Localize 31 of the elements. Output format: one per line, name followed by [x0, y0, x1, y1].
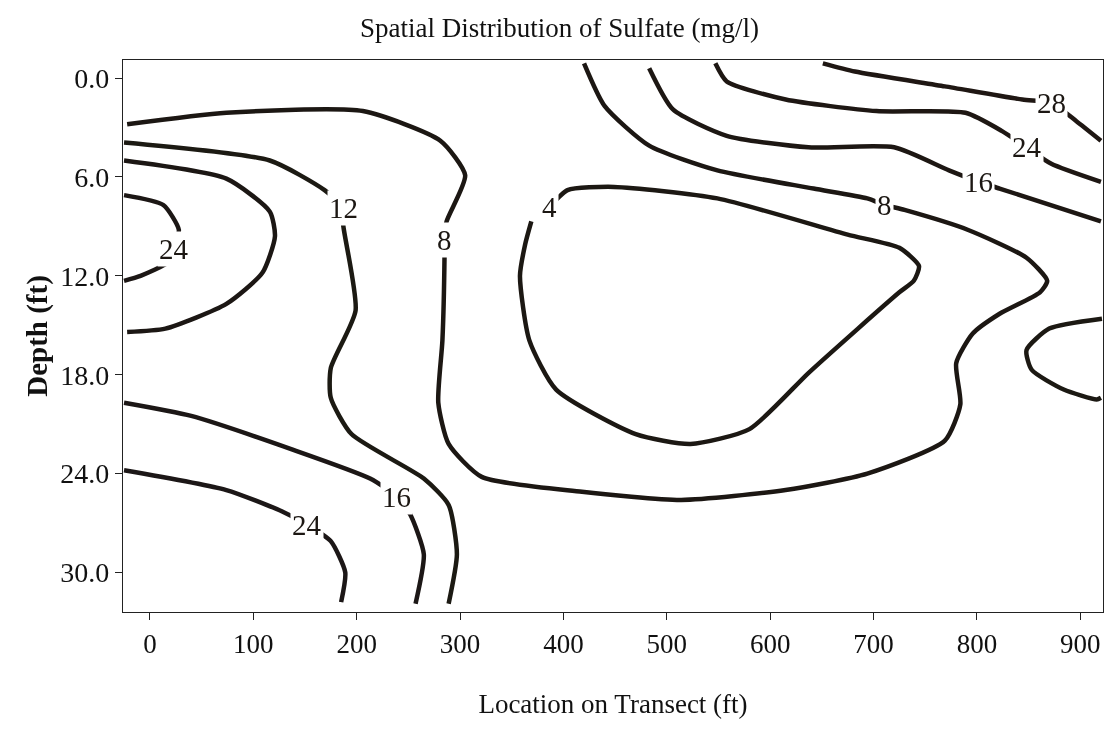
- line-series: [1024, 316, 1103, 402]
- x-tick-label: 0: [143, 628, 157, 659]
- x-tick-label: 500: [646, 628, 688, 659]
- annotation: 24: [292, 509, 322, 541]
- x-tick-label: 200: [336, 628, 377, 659]
- y-tick-label: 18.0: [60, 359, 110, 391]
- x-axis-title: Location on Transect (ft): [478, 688, 748, 719]
- line-series: [646, 65, 1103, 224]
- annotation: 24: [1012, 131, 1042, 163]
- x-tick-label: 400: [543, 628, 584, 659]
- annotation: 16: [964, 166, 993, 198]
- y-tick-label: 0.0: [74, 62, 110, 94]
- y-tick-label: 6.0: [74, 161, 110, 193]
- line-series: [517, 184, 922, 447]
- line-series: [123, 140, 460, 607]
- chart-title: Spatial Distribution of Sulfate (mg/l): [360, 13, 759, 44]
- y-tick-label: 30.0: [60, 557, 110, 589]
- x-tick-label: 800: [956, 628, 998, 659]
- annotation: 28: [1037, 87, 1066, 119]
- line-series: [123, 158, 278, 335]
- y-tick-label: 12.0: [60, 260, 110, 292]
- annotation: 24: [159, 233, 189, 265]
- y-tick-label: 24.0: [60, 458, 110, 490]
- annotation: 16: [382, 481, 411, 513]
- x-tick-label: 300: [439, 628, 481, 659]
- x-tick-label: 600: [749, 628, 791, 659]
- x-tick-label: 900: [1060, 628, 1101, 659]
- y-axis-title: Depth (ft): [20, 275, 54, 397]
- x-tick-label: 100: [233, 628, 274, 659]
- x-tick-label: 700: [853, 628, 894, 659]
- annotation: 12: [329, 192, 358, 224]
